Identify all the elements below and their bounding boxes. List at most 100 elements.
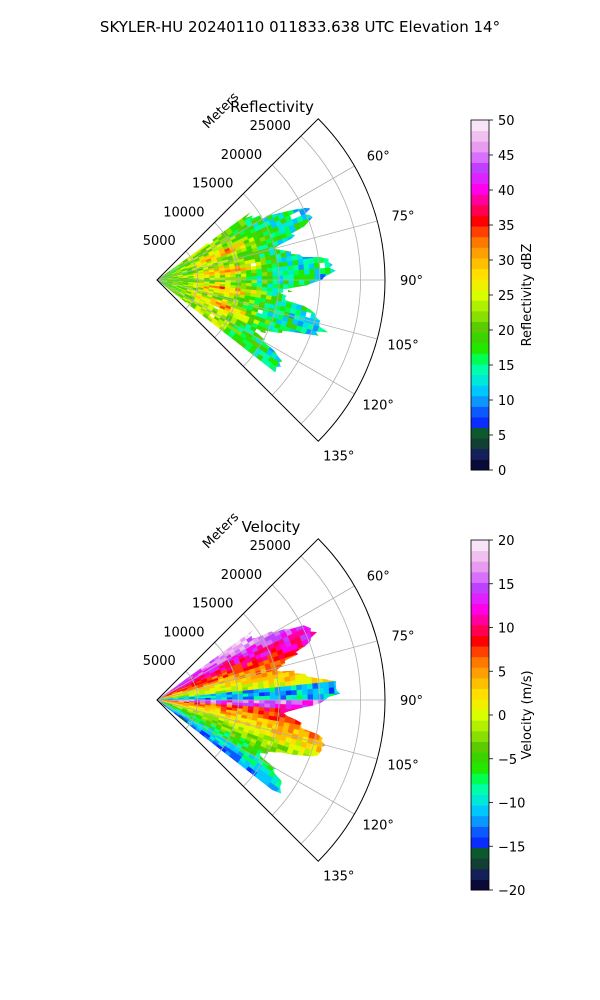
field-cell bbox=[297, 232, 305, 240]
field-cell bbox=[245, 269, 252, 274]
colorbar-segment bbox=[471, 868, 489, 880]
field-cell bbox=[298, 284, 305, 291]
colorbar-segment bbox=[471, 571, 489, 583]
field-cell bbox=[264, 699, 271, 705]
colorbar-tick-label: −15 bbox=[498, 840, 525, 855]
field-cell bbox=[301, 247, 308, 255]
field-cell bbox=[317, 250, 325, 258]
range-tick-label: 20000 bbox=[221, 568, 262, 583]
field-cell bbox=[298, 196, 305, 204]
field-cell bbox=[308, 660, 316, 668]
field-cell bbox=[323, 693, 330, 701]
field-cell bbox=[294, 244, 302, 251]
field-cell bbox=[269, 703, 276, 709]
field-cell bbox=[292, 366, 301, 373]
field-cell bbox=[280, 686, 287, 692]
field-cell bbox=[298, 279, 305, 286]
field-cell bbox=[325, 315, 333, 324]
field-cell bbox=[334, 699, 341, 707]
field-cell bbox=[309, 268, 316, 275]
colorbar-segment bbox=[471, 374, 489, 386]
azimuth-tick-label: 75° bbox=[392, 630, 415, 645]
field-cell bbox=[296, 694, 303, 701]
field-cell bbox=[324, 267, 331, 275]
field-cell bbox=[272, 279, 279, 285]
field-cell bbox=[290, 379, 298, 387]
colorbar-segment bbox=[471, 289, 489, 301]
field-cell bbox=[289, 208, 297, 209]
field-cell bbox=[319, 625, 328, 634]
field-cell bbox=[304, 794, 312, 802]
range-tick-label: 5000 bbox=[143, 654, 176, 669]
field-cell bbox=[298, 783, 307, 792]
field-cell bbox=[302, 300, 309, 307]
field-cell bbox=[318, 658, 326, 666]
field-cell bbox=[295, 788, 304, 794]
field-cell bbox=[313, 350, 321, 359]
colorbar-segment bbox=[471, 582, 489, 594]
field-cell bbox=[296, 704, 303, 711]
field-cell bbox=[318, 638, 327, 647]
field-cell bbox=[308, 348, 317, 357]
field-cell bbox=[287, 265, 294, 272]
field-cell bbox=[246, 282, 252, 287]
field-cell bbox=[334, 687, 341, 695]
field-cell bbox=[242, 690, 249, 695]
colorbar-segment bbox=[471, 794, 489, 806]
colorbar-segment bbox=[471, 332, 489, 344]
field-cell bbox=[256, 268, 263, 274]
velocity-ticks: 5000 10000 15000 20000 25000 60° 75° 90° 105° 120… bbox=[143, 539, 423, 885]
field-cell bbox=[320, 218, 328, 227]
field-cell bbox=[324, 735, 332, 744]
field-cell bbox=[259, 699, 265, 704]
colorbar-segment bbox=[471, 730, 489, 743]
field-cell bbox=[326, 668, 334, 677]
field-cell bbox=[275, 703, 282, 709]
field-cell bbox=[271, 200, 278, 207]
colorbar-segment bbox=[471, 438, 489, 450]
field-cell bbox=[307, 301, 314, 308]
colorbar-tick-label: 30 bbox=[498, 254, 515, 269]
azimuth-tick-label: 90° bbox=[400, 694, 423, 709]
field-cell bbox=[270, 756, 279, 764]
field-cell bbox=[300, 714, 308, 722]
field-cell bbox=[298, 274, 305, 281]
field-cell bbox=[297, 183, 305, 191]
field-cell bbox=[294, 341, 302, 350]
field-cell bbox=[287, 196, 294, 203]
field-cell bbox=[248, 699, 255, 704]
field-cell bbox=[320, 279, 326, 287]
field-cell bbox=[307, 688, 314, 695]
field-cell bbox=[317, 339, 326, 348]
field-cell bbox=[267, 271, 274, 277]
range-tick-label: 25000 bbox=[250, 539, 291, 554]
field-cell bbox=[264, 703, 271, 709]
colorbar-segment bbox=[471, 363, 489, 376]
field-cell bbox=[269, 691, 276, 697]
field-cell bbox=[301, 180, 309, 188]
field-cell bbox=[267, 279, 274, 285]
field-cell bbox=[288, 279, 295, 285]
field-cell bbox=[259, 627, 267, 635]
field-cell bbox=[282, 342, 290, 350]
field-cell bbox=[253, 689, 260, 694]
colorbar-segment bbox=[471, 395, 489, 407]
colorbar-segment bbox=[471, 226, 489, 238]
field-cell bbox=[261, 283, 268, 288]
field-cell bbox=[302, 358, 311, 368]
field-cell bbox=[327, 675, 335, 683]
field-cell bbox=[253, 703, 260, 708]
colorbar-segment bbox=[471, 603, 489, 615]
field-cell bbox=[287, 288, 294, 295]
field-cell bbox=[301, 592, 309, 600]
field-cell bbox=[328, 254, 336, 263]
field-cell bbox=[286, 255, 293, 262]
field-cell bbox=[264, 695, 271, 701]
colorbar-segment bbox=[471, 300, 489, 312]
field-cell bbox=[230, 274, 237, 278]
field-cell bbox=[307, 699, 314, 706]
field-cell bbox=[261, 272, 268, 277]
field-cell bbox=[230, 279, 237, 283]
range-tick-label: 20000 bbox=[221, 148, 262, 163]
range-tick-label: 10000 bbox=[163, 205, 204, 220]
